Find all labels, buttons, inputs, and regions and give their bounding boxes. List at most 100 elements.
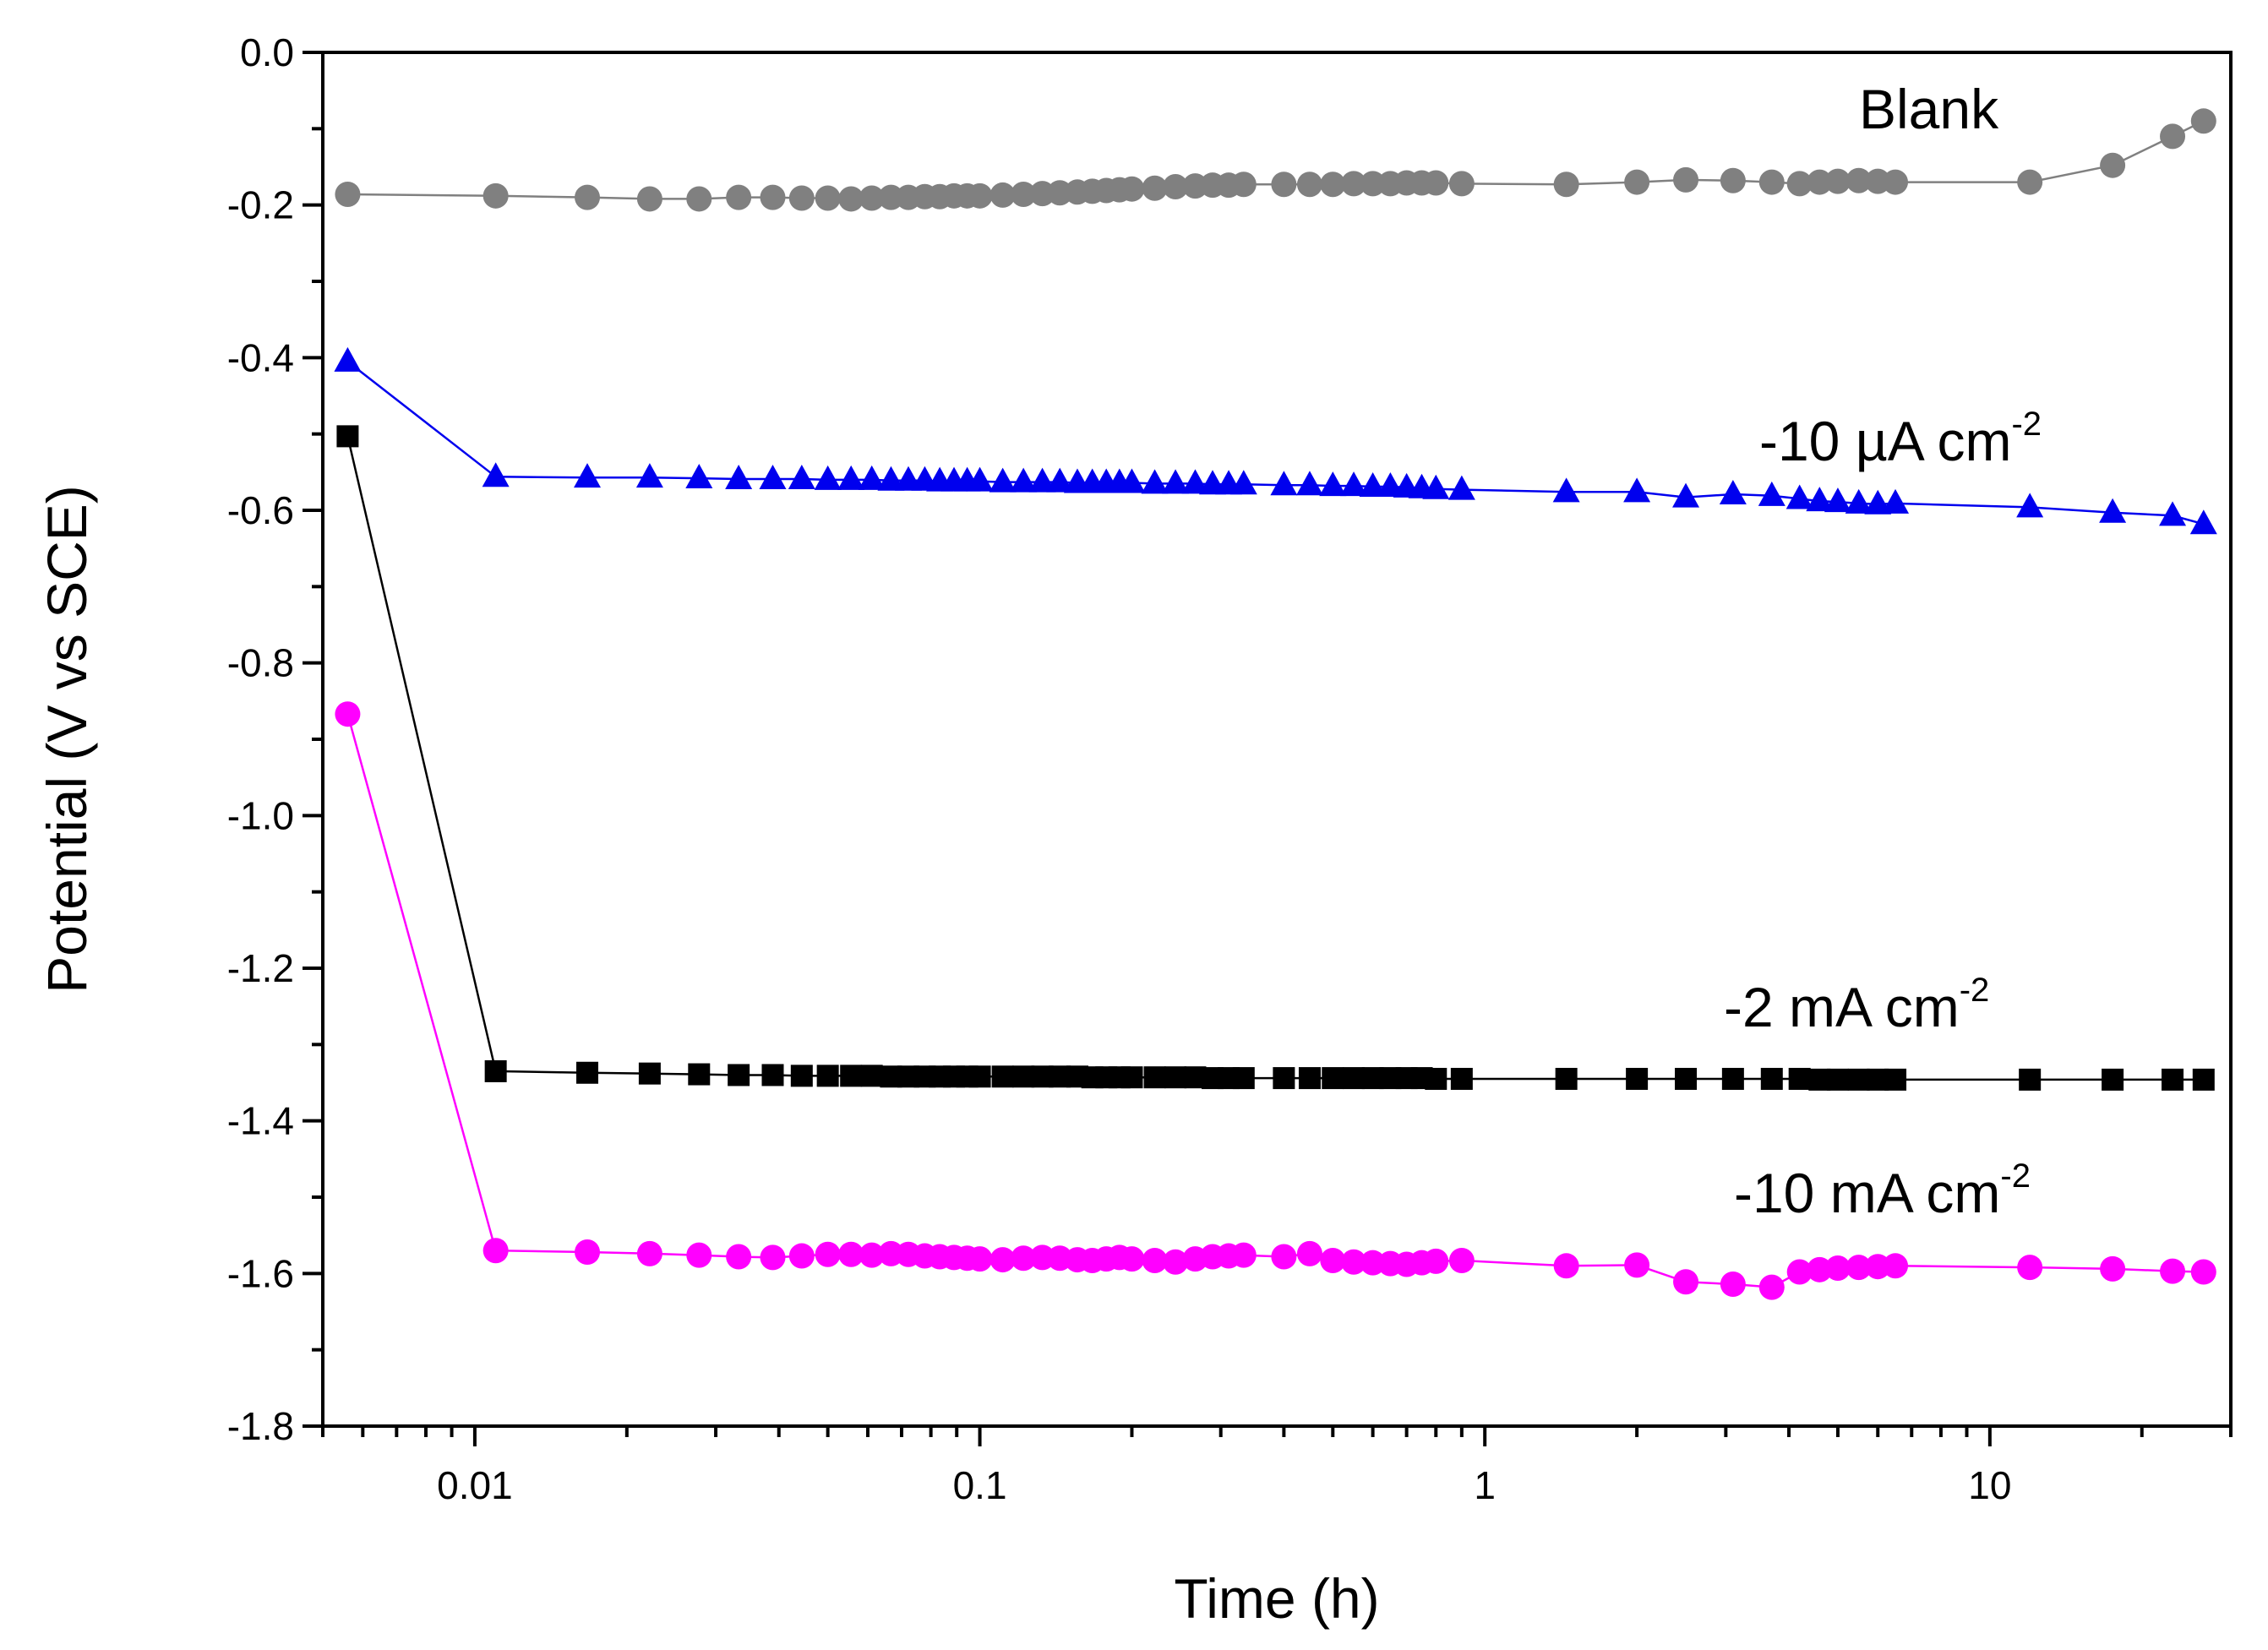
data-point	[2099, 498, 2127, 523]
data-point	[1624, 1252, 1650, 1278]
data-point	[1141, 469, 1169, 494]
data-point	[1553, 1253, 1579, 1279]
axis-ticks	[303, 51, 2233, 1446]
series-label-2ma-main: -2 mA cm	[1724, 976, 1960, 1038]
data-point	[576, 1061, 599, 1084]
data-point	[686, 186, 712, 212]
y-tick-label: -0.4	[227, 335, 294, 379]
data-point	[1320, 172, 1346, 198]
data-point	[1143, 1066, 1166, 1089]
series-0	[335, 108, 2216, 212]
data-point	[1448, 1247, 1475, 1273]
data-point	[1788, 1067, 1811, 1090]
data-point	[991, 1065, 1014, 1088]
x-tick-label: 1	[1474, 1463, 1496, 1507]
data-point	[2016, 493, 2044, 518]
data-point	[2189, 509, 2217, 535]
data-point	[1786, 484, 1813, 509]
data-point	[2100, 152, 2126, 178]
data-point	[788, 464, 815, 489]
series-3	[335, 701, 2216, 1300]
y-tick-label: -1.6	[227, 1251, 294, 1295]
data-point	[790, 1065, 813, 1087]
data-point	[2102, 1068, 2124, 1091]
data-point	[575, 1239, 601, 1266]
series-label-10ma: -10 mA cm-2	[1734, 1157, 2031, 1224]
data-point	[1758, 169, 1785, 195]
data-point	[840, 1065, 863, 1087]
data-point	[837, 465, 865, 490]
data-point	[2017, 169, 2043, 195]
data-point	[2019, 1068, 2042, 1091]
data-point	[1824, 487, 1851, 513]
y-tick-label: -1.4	[227, 1099, 294, 1143]
data-point	[2162, 1068, 2184, 1091]
data-point	[2159, 501, 2187, 526]
data-point	[1845, 167, 1872, 193]
data-point	[1230, 1242, 1257, 1268]
data-point	[838, 1241, 864, 1267]
data-point	[814, 465, 842, 490]
data-point	[482, 182, 509, 209]
data-point	[1552, 477, 1580, 503]
data-point	[989, 467, 1017, 493]
data-point	[638, 1062, 661, 1085]
data-point	[877, 466, 905, 491]
y-tick-label: -0.8	[227, 641, 294, 685]
data-point	[635, 463, 663, 488]
data-point	[967, 182, 993, 209]
series-label-blank-main: Blank	[1859, 78, 1999, 140]
data-point	[1296, 172, 1322, 198]
data-point	[1319, 471, 1347, 497]
data-point	[574, 463, 602, 488]
data-point	[1553, 172, 1579, 198]
series-label-blank: Blank	[1859, 78, 1999, 140]
data-point	[1845, 1255, 1872, 1281]
data-point	[1450, 1067, 1473, 1090]
data-point	[1673, 1269, 1699, 1295]
data-point	[1011, 182, 1037, 208]
data-point	[967, 1246, 993, 1272]
data-point	[1270, 471, 1298, 496]
series-1	[334, 346, 2217, 535]
data-point	[636, 186, 662, 212]
data-point	[1181, 469, 1209, 494]
data-point	[968, 1065, 991, 1088]
data-point	[1758, 481, 1786, 506]
data-point	[725, 464, 753, 489]
data-point	[1883, 169, 1909, 195]
data-point	[1720, 1271, 1746, 1297]
series-label-10ma-sup: -2	[2000, 1157, 2031, 1195]
x-tick-label: 10	[1968, 1463, 2011, 1507]
data-point	[816, 1065, 839, 1087]
data-point	[1675, 1067, 1698, 1090]
data-point	[688, 1063, 711, 1086]
data-point	[859, 1242, 885, 1268]
data-point	[1142, 1247, 1168, 1273]
data-point	[1163, 1249, 1189, 1275]
data-point	[1882, 488, 1910, 514]
y-tick-label: -0.2	[227, 183, 294, 227]
data-point	[759, 464, 787, 489]
data-point	[1883, 1253, 1909, 1279]
data-point	[1343, 1067, 1366, 1090]
data-point	[1118, 468, 1146, 493]
data-point	[1826, 1068, 1849, 1091]
data-point	[1758, 1274, 1785, 1300]
data-point	[990, 1247, 1016, 1273]
data-point	[815, 1241, 841, 1267]
x-tick-label: 0.1	[953, 1463, 1007, 1507]
data-point	[686, 1242, 712, 1268]
data-point	[2190, 1259, 2216, 1285]
data-point	[1847, 1068, 1870, 1091]
data-point	[788, 185, 815, 211]
data-point	[1359, 471, 1387, 497]
y-tick-label: -1.2	[227, 946, 294, 990]
data-point	[1760, 1067, 1783, 1090]
data-point	[1028, 467, 1056, 493]
data-point	[1230, 172, 1257, 198]
data-point	[1422, 474, 1450, 499]
data-point	[1824, 168, 1851, 194]
data-point	[1273, 1067, 1295, 1090]
